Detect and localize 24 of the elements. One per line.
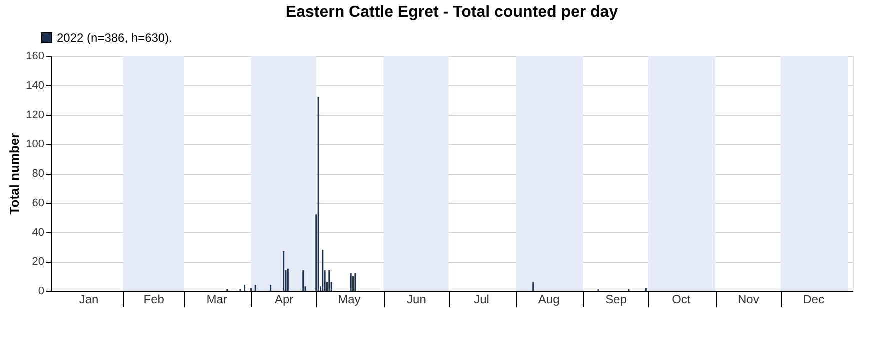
- y-tick-label: 120: [26, 109, 44, 122]
- x-tick-label: Mar: [206, 292, 228, 306]
- x-tick-label: Dec: [803, 292, 824, 306]
- x-tick-label: Apr: [274, 292, 294, 306]
- y-tick-label: 80: [32, 168, 44, 180]
- x-tick-label: May: [338, 292, 361, 306]
- x-tick-label: Jun: [407, 292, 426, 306]
- x-tick-label: Sep: [606, 292, 628, 306]
- y-tick-label: 60: [32, 197, 44, 210]
- y-axis-title: Total number: [7, 133, 22, 215]
- y-tick-label: 0: [38, 286, 44, 298]
- y-tick-label: 100: [26, 138, 44, 151]
- legend-label: 2022 (n=386, h=630).: [57, 31, 172, 45]
- y-tick-label: 40: [32, 226, 44, 239]
- y-tick-label: 20: [32, 256, 44, 268]
- x-tick-label: Jul: [474, 292, 490, 306]
- chart-title: Eastern Cattle Egret - Total counted per day: [286, 4, 618, 21]
- x-tick-label: Oct: [672, 292, 692, 306]
- x-tick-label: Jan: [79, 292, 99, 306]
- x-tick-label: Feb: [144, 292, 165, 306]
- x-tick-label: Aug: [538, 292, 560, 306]
- y-tick-label: 160: [26, 50, 44, 62]
- x-tick-label: Nov: [738, 292, 760, 306]
- y-tick-label: 140: [26, 80, 44, 92]
